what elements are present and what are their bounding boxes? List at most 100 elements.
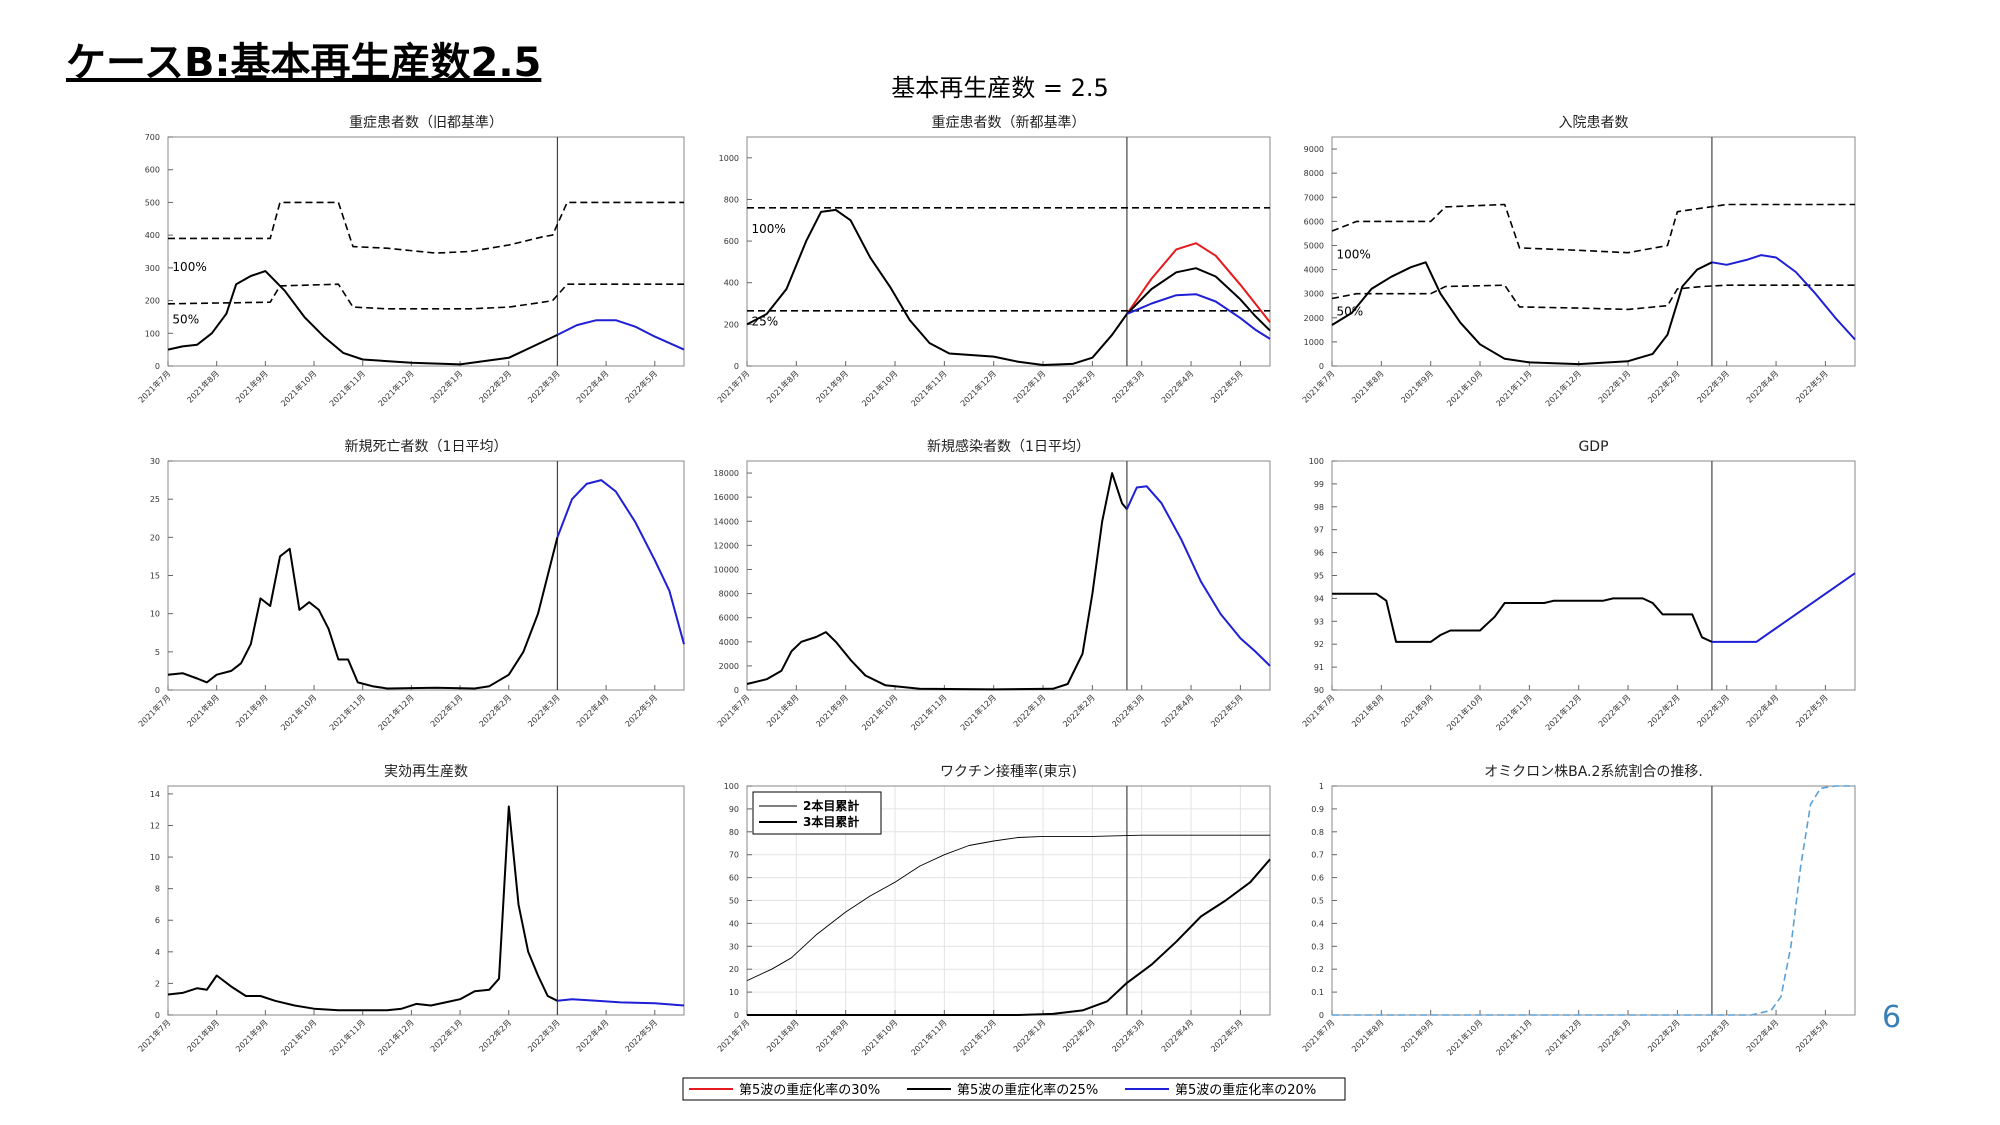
x-tick-label: 2022年2月 [1645,368,1681,404]
y-tick-label: 80 [729,828,739,837]
y-tick-label: 200 [724,320,739,329]
y-tick-label: 9000 [1304,145,1324,154]
y-tick-label: 30 [729,942,739,951]
x-tick-label: 2021年11月 [909,368,949,408]
x-tick-label: 2021年9月 [1399,1017,1435,1053]
annotation-label: 50% [172,312,199,326]
y-tick-label: 6000 [1304,217,1324,226]
y-tick-label: 4000 [1304,266,1324,275]
chart-panel-gdp: GDP 90 91 92 93 94 95 96 97 98 99 100 2021年7月 2021年8月… [1300,439,1856,732]
legend-box [752,791,882,835]
chart-title: 入院患者数 [1559,115,1629,131]
y-tick-label: 0 [734,686,739,695]
y-tick-label: 1000 [1304,338,1324,347]
y-tick-label: 400 [724,279,739,288]
series-line-0 [1332,592,1713,643]
x-tick-label: 2021年9月 [233,692,269,728]
y-tick-label: 8000 [1304,169,1324,178]
y-tick-label: 98 [1314,503,1324,512]
chart-title: 重症患者数（旧都基準） [349,114,503,131]
x-tick-label: 2021年7月 [715,368,751,404]
global-legend: 第5波の重症化率の30% 第5波の重症化率の25% 第5波の重症化率の20% [682,1077,1346,1101]
x-tick-label: 2022年5月 [623,1017,659,1053]
annotation-label: 50% [1336,304,1363,318]
y-tick-label: 14000 [714,517,739,526]
x-tick-label: 2021年12月 [376,1017,416,1057]
x-tick-label: 2022年2月 [1645,692,1681,728]
y-tick-label: 0.3 [1311,942,1324,951]
x-tick-label: 2021年9月 [233,368,269,404]
legend-label: 第5波の重症化率の25% [957,1082,1098,1098]
chart-panel-vaccination: ワクチン接種率(東京) 0 10 20 30 40 50 60 70 80 90 100 2021年7月… [715,763,1271,1057]
x-tick-label: 2022年2月 [1060,368,1096,404]
y-tick-label: 20 [729,965,739,974]
x-tick-label: 2022年3月 [1695,1017,1731,1053]
y-tick-label: 2000 [719,662,739,671]
x-tick-label: 2021年10月 [1444,1017,1484,1057]
y-tick-label: 0 [155,1011,160,1020]
x-tick-label: 2022年3月 [525,368,561,404]
y-tick-label: 500 [145,198,160,207]
x-tick-label: 2021年11月 [909,692,949,732]
x-tick-label: 2022年2月 [477,1017,513,1053]
x-tick-label: 2021年8月 [1349,1017,1385,1053]
x-tick-label: 2021年9月 [814,692,850,728]
series-line-0 [168,201,684,254]
annotation-label: 100% [1336,248,1370,262]
x-tick-label: 2021年8月 [185,1017,221,1053]
y-tick-label: 93 [1314,617,1324,626]
series-line-1 [1125,485,1271,667]
y-tick-label: 90 [1314,686,1324,695]
x-tick-label: 2022年2月 [1645,1017,1681,1053]
y-tick-label: 91 [1314,663,1324,672]
y-tick-label: 2000 [1304,314,1324,323]
series-line-2 [1331,261,1713,366]
x-tick-label: 2022年2月 [1060,1017,1096,1053]
x-tick-label: 2022年4月 [574,1017,610,1053]
x-tick-label: 2021年7月 [1300,1017,1336,1053]
x-tick-label: 2022年4月 [1159,368,1195,404]
series-line-1 [747,858,1271,1016]
slide-number: 6 [1882,1000,1902,1035]
y-tick-label: 8000 [719,590,739,599]
y-tick-label: 5000 [1304,241,1324,250]
legend-label: 第5波の重症化率の30% [739,1082,880,1098]
x-tick-label: 2021年12月 [1543,692,1583,732]
y-tick-label: 70 [729,851,739,860]
plot-frame [167,785,685,1016]
x-tick-label: 2022年3月 [1695,692,1731,728]
plot-frame [746,460,1271,691]
series-line-0 [167,537,559,690]
y-tick-label: 90 [729,805,739,814]
y-tick-label: 0.9 [1311,805,1324,814]
annotation-label: 100% [172,260,206,274]
y-tick-label: 0 [1319,1011,1324,1020]
y-tick-label: 2 [155,979,160,988]
series-line-0 [1332,785,1855,1016]
y-tick-label: 14 [150,790,160,799]
y-tick-label: 0 [155,362,160,371]
chart-panel-severe-old: 重症患者数（旧都基準） 0 100 200 300 400 500 600 700 2021年7月… [136,114,685,408]
x-tick-label: 2021年11月 [909,1017,949,1057]
x-tick-label: 2021年10月 [859,692,899,732]
x-tick-label: 2022年4月 [574,368,610,404]
x-tick-label: 2021年9月 [1399,692,1435,728]
x-tick-label: 2021年10月 [1444,368,1484,408]
y-tick-label: 96 [1314,549,1324,558]
x-tick-label: 2021年7月 [715,1017,751,1053]
y-tick-label: 0.1 [1311,988,1324,997]
x-tick-label: 2021年12月 [376,368,416,408]
x-tick-label: 2021年10月 [278,1017,318,1057]
x-tick-label: 2022年4月 [1744,692,1780,728]
x-tick-label: 2021年8月 [185,368,221,404]
y-tick-label: 0.5 [1311,897,1324,906]
x-tick-label: 2021年11月 [327,692,367,732]
annotation-label: 25% [751,314,778,328]
chart-panel-severe-new: 重症患者数（新都基準） 0 200 400 600 800 1000 2021年7月 2021年… [715,114,1271,408]
chart-title: 新規感染者数（1日平均） [927,438,1090,455]
x-tick-label: 2022年1月 [1596,692,1632,728]
x-tick-label: 2022年2月 [477,692,513,728]
x-tick-label: 2021年12月 [958,1017,998,1057]
x-tick-label: 2022年4月 [1744,1017,1780,1053]
y-tick-label: 10 [150,853,160,862]
